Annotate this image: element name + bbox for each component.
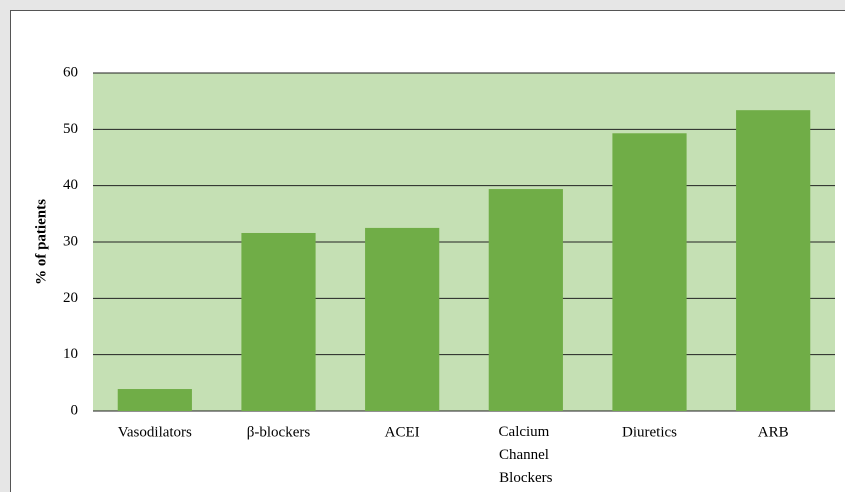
x-tick-label: ARB	[758, 424, 789, 440]
x-tick-label: ACEI	[385, 424, 420, 440]
x-tick-label: Diuretics	[622, 424, 677, 440]
bar	[241, 232, 316, 411]
y-axis-label: % of patients	[33, 199, 49, 285]
y-tick-label: 0	[71, 402, 79, 418]
y-tick-label: 30	[63, 233, 78, 249]
y-tick-label: 20	[63, 290, 78, 306]
x-tick-label: Vasodilators	[118, 424, 192, 440]
y-tick-label: 10	[63, 346, 78, 362]
x-tick-label: β-blockers	[247, 424, 311, 440]
y-tick-label: 50	[63, 121, 78, 137]
bar	[612, 133, 687, 411]
bar	[365, 227, 440, 411]
x-tick-label: Calcium Channel Blockers	[499, 424, 554, 486]
y-tick-label: 40	[63, 177, 78, 193]
bar	[117, 389, 192, 411]
bar	[488, 189, 563, 411]
bar	[736, 110, 811, 412]
y-tick-label: 60	[63, 64, 78, 80]
